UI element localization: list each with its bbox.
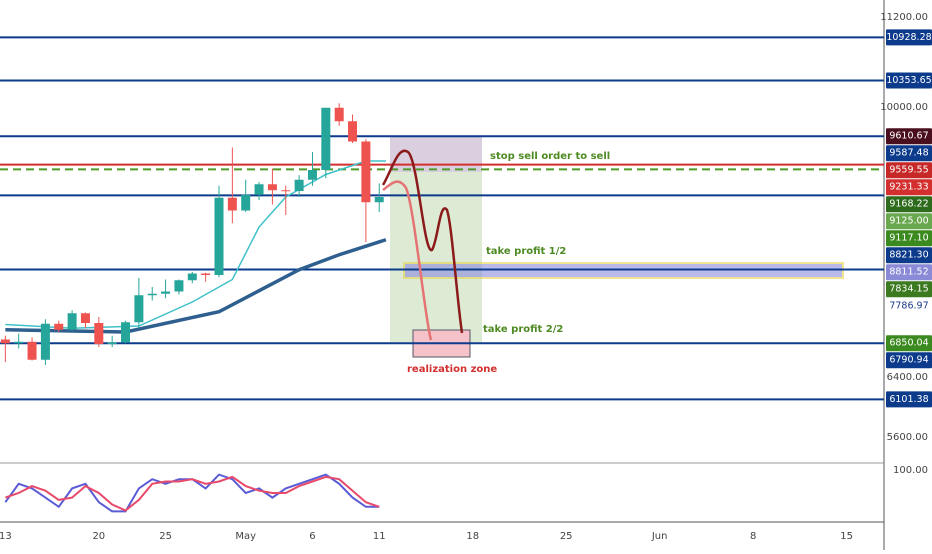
price-label-box (886, 247, 932, 264)
candle-body (201, 273, 211, 275)
price-label-box (886, 72, 932, 89)
price-label-box (886, 213, 932, 230)
candle-body (361, 141, 371, 203)
candle-body (121, 322, 131, 343)
oscillator-line (5, 475, 380, 512)
x-tick-label: 6 (309, 531, 315, 542)
candle-body (281, 190, 291, 192)
y-tick-label: 100.00 (893, 465, 928, 476)
price-label-box (886, 230, 932, 247)
candle-body (214, 197, 224, 275)
price-label-box (886, 162, 932, 179)
price-label-box (886, 264, 932, 281)
profit-zone (390, 172, 482, 342)
candle-body (80, 313, 90, 323)
candle-body (27, 341, 37, 360)
price-label: 9587.48 (889, 148, 928, 159)
y-tick-label: 10000.00 (880, 102, 928, 113)
price-label: 9125.00 (889, 216, 928, 227)
price-label-box (886, 298, 932, 315)
price-label: 6790.94 (889, 355, 928, 366)
candle-body (321, 107, 331, 170)
candle-body (374, 197, 384, 203)
candle-body (307, 170, 317, 180)
moving-average (5, 160, 386, 330)
moving-average (5, 238, 387, 334)
series-layer (0, 36, 884, 513)
price-label: 8821.30 (889, 250, 928, 261)
annotation: take profit 1/2 (486, 246, 566, 257)
annotation: stop sell order to sell (490, 151, 610, 162)
candle-body (147, 293, 157, 296)
price-label: 9610.67 (889, 131, 928, 142)
price-label: 7834.15 (889, 284, 928, 295)
x-tick-label: 11 (373, 531, 386, 542)
price-label: 7786.97 (889, 301, 928, 312)
candle-body (241, 194, 251, 211)
candle-body (161, 291, 171, 294)
price-label: 9168.22 (889, 199, 928, 210)
candle-body (174, 280, 184, 292)
candle-body (334, 107, 344, 122)
candle-body (187, 273, 197, 281)
annotation: realization zone (407, 364, 497, 375)
forecast-path (381, 149, 464, 334)
y-tick-label: 5600.00 (887, 432, 928, 443)
x-tick-label: 25 (159, 531, 172, 542)
price-label-box (886, 196, 932, 213)
price-label-box (886, 179, 932, 196)
price-label: 10353.65 (886, 75, 931, 86)
price-label-box (886, 281, 932, 298)
candle-body (107, 342, 117, 344)
price-label: 9117.10 (889, 233, 928, 244)
candle-body (267, 184, 277, 191)
price-label: 9559.55 (889, 165, 928, 176)
x-tick-label: 18 (466, 531, 479, 542)
candle-body (14, 341, 24, 344)
candle-body (0, 339, 10, 344)
price-label: 9231.33 (889, 182, 928, 193)
stop-zone (390, 137, 482, 172)
price-label-box (886, 145, 932, 162)
x-tick-label: 15 (840, 531, 853, 542)
candle-body (40, 323, 50, 360)
annotation: take profit 2/2 (483, 324, 563, 335)
x-tick-label: 20 (92, 531, 105, 542)
x-tick-label: 8 (750, 531, 756, 542)
candle-body (294, 179, 304, 191)
candle-body (227, 197, 237, 211)
candle-body (254, 184, 264, 195)
price-label: 6101.38 (889, 394, 928, 405)
x-tick-label: May (235, 531, 256, 542)
take-profit-zone (403, 262, 844, 279)
price-label-box (886, 335, 932, 352)
candle-body (67, 313, 77, 330)
candle-body (134, 295, 144, 323)
price-label-box (886, 391, 932, 408)
x-tick-label: 13 (0, 531, 12, 542)
price-label-box (886, 29, 932, 46)
price-label-box (886, 352, 932, 369)
y-tick-label: 11200.00 (880, 12, 928, 23)
x-tick-label: Jun (651, 531, 668, 542)
candle-body (348, 121, 358, 142)
price-label: 10928.28 (886, 32, 931, 43)
price-label-box (886, 128, 932, 145)
price-label: 8811.52 (889, 267, 928, 278)
x-tick-label: 25 (560, 531, 573, 542)
forecast-path-alt (382, 180, 433, 341)
candle-body (54, 323, 64, 330)
candle-body (94, 323, 104, 344)
y-tick-label: 6400.00 (887, 372, 928, 383)
price-label: 6850.04 (889, 338, 928, 349)
